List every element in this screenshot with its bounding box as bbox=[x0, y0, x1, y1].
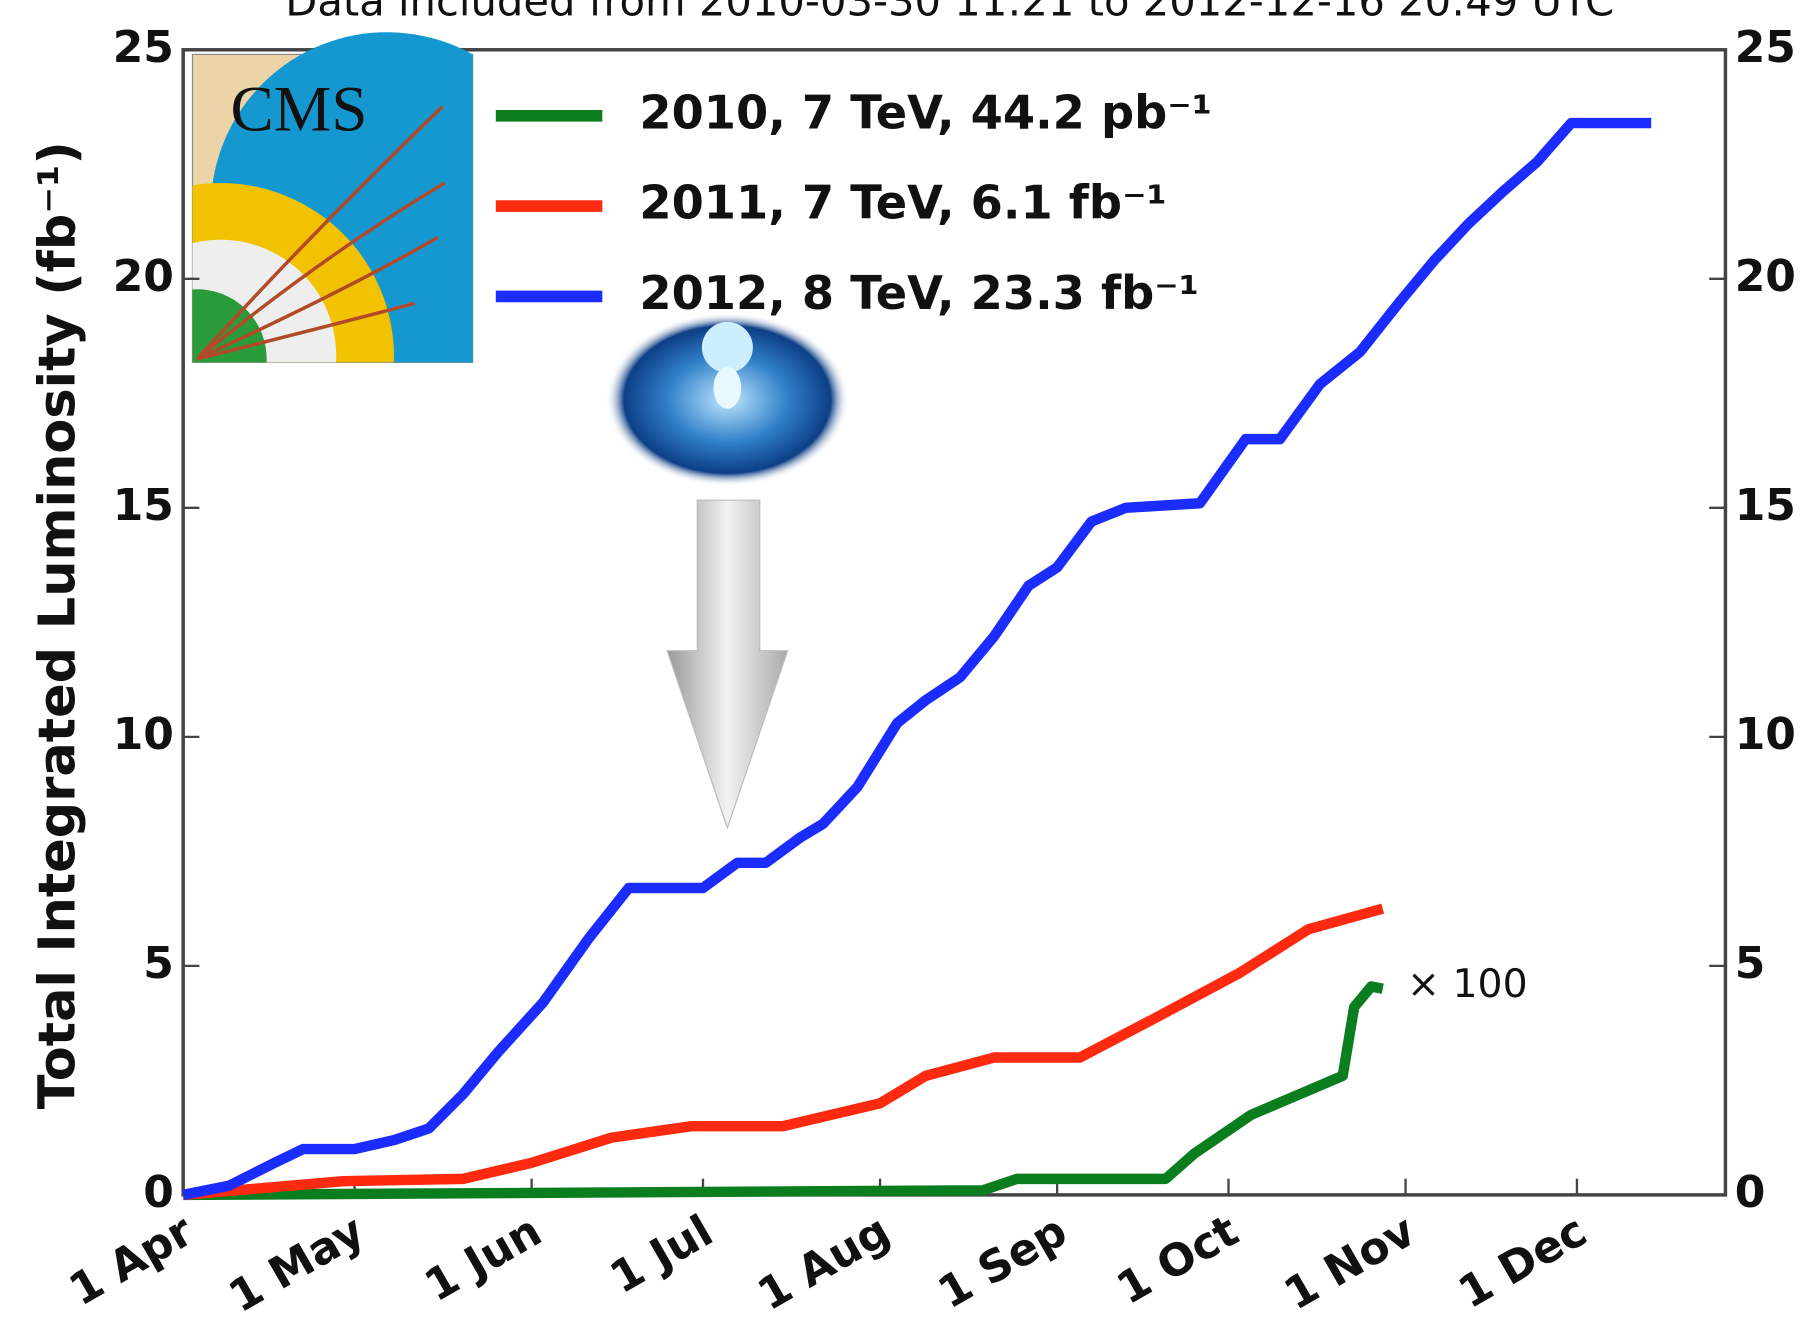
x-tick-label: 1 Jun bbox=[416, 1205, 550, 1312]
subtitle: Data included from 2010-03-30 11:21 to 2… bbox=[285, 0, 1614, 26]
data-line bbox=[183, 981, 1384, 1201]
y2-tick-label: 20 bbox=[1735, 251, 1796, 302]
x-tick-label: 1 Nov bbox=[1276, 1205, 1424, 1320]
y-tick-label: 15 bbox=[113, 480, 174, 531]
y-tick-label: 5 bbox=[143, 938, 174, 989]
y2-tick-label: 0 bbox=[1735, 1167, 1766, 1218]
data-line bbox=[182, 117, 1652, 1201]
drop-icon bbox=[605, 312, 849, 487]
y-tick-label: 10 bbox=[113, 709, 174, 760]
x-tick-label: 1 Dec bbox=[1450, 1205, 1595, 1318]
y2-tick-label: 10 bbox=[1735, 709, 1796, 760]
x-tick-label: 1 Apr bbox=[61, 1205, 202, 1316]
y2-tick-label: 25 bbox=[1735, 22, 1796, 73]
x-tick-label: 1 Aug bbox=[749, 1205, 898, 1321]
cms-logo: CMS bbox=[191, 32, 474, 363]
y-axis-label: Total Integrated Luminosity (fb⁻¹) bbox=[28, 141, 87, 1109]
x-tick-label: 1 May bbox=[220, 1205, 373, 1323]
y2-tick-label: 5 bbox=[1735, 938, 1766, 989]
legend-label: 2011, 7 TeV, 6.1 fb⁻¹ bbox=[639, 176, 1166, 230]
legend-label: 2010, 7 TeV, 44.2 pb⁻¹ bbox=[639, 85, 1212, 139]
data-line bbox=[182, 903, 1385, 1201]
arrow-icon bbox=[666, 499, 789, 830]
y-tick-label: 25 bbox=[113, 22, 174, 73]
legend-label: 2012, 8 TeV, 23.3 fb⁻¹ bbox=[639, 266, 1199, 320]
y-tick-label: 0 bbox=[143, 1167, 174, 1218]
y-tick-label: 20 bbox=[113, 251, 174, 302]
logo-text: CMS bbox=[231, 74, 368, 146]
annotation: × 100 bbox=[1407, 961, 1528, 1007]
x-tick-label: 1 Sep bbox=[930, 1205, 1076, 1319]
x-tick-label: 1 Jul bbox=[602, 1205, 722, 1304]
y2-tick-label: 15 bbox=[1735, 480, 1796, 531]
x-tick-label: 1 Oct bbox=[1108, 1205, 1246, 1314]
